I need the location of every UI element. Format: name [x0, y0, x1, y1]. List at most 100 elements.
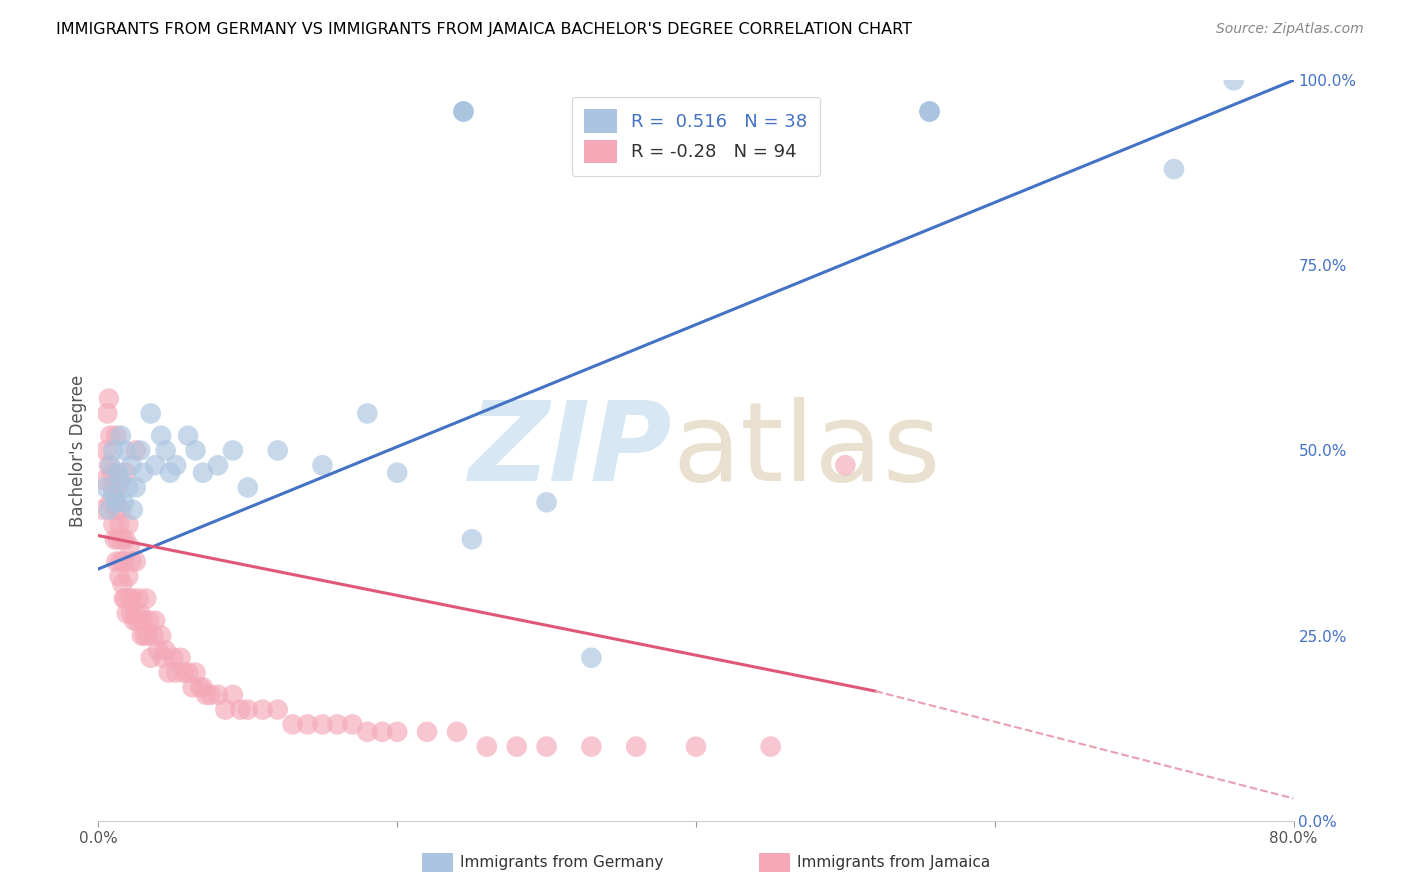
Point [162, 650, 184, 665]
Point [759, 739, 782, 754]
Point [110, 502, 132, 516]
Point [139, 650, 162, 665]
Point [536, 739, 558, 754]
Point [117, 569, 139, 583]
Point [281, 717, 304, 731]
Point [104, 495, 127, 509]
Point [117, 480, 139, 494]
Point [105, 495, 128, 509]
Point [148, 643, 170, 657]
Point [98, 495, 122, 509]
Point [104, 533, 127, 547]
Point [136, 628, 159, 642]
Point [536, 495, 558, 509]
Point [461, 533, 484, 547]
Point [267, 443, 290, 458]
Point [150, 428, 173, 442]
Point [94, 480, 117, 494]
Point [207, 688, 229, 702]
Point [138, 614, 160, 628]
Point [132, 466, 155, 480]
Point [475, 739, 498, 754]
Point [125, 607, 148, 621]
Point [107, 480, 129, 494]
Point [105, 428, 128, 442]
Point [385, 466, 409, 480]
Point [222, 688, 245, 702]
Point [342, 717, 364, 731]
Point [152, 650, 174, 665]
Point [165, 458, 187, 473]
Point [581, 650, 603, 665]
Text: Immigrants from Jamaica: Immigrants from Jamaica [797, 855, 990, 870]
Text: IMMIGRANTS FROM GERMANY VS IMMIGRANTS FROM JAMAICA BACHELOR'S DEGREE CORRELATION: IMMIGRANTS FROM GERMANY VS IMMIGRANTS FR… [56, 22, 912, 37]
Point [107, 533, 129, 547]
Point [120, 555, 142, 569]
Point [125, 555, 148, 569]
Point [371, 724, 394, 739]
Point [685, 739, 707, 754]
Point [155, 643, 177, 657]
Point [326, 717, 349, 731]
Point [139, 407, 162, 421]
Point [506, 739, 529, 754]
Point [252, 703, 274, 717]
Point [118, 540, 141, 554]
Point [155, 443, 177, 458]
Point [177, 428, 200, 442]
Point [112, 591, 135, 606]
Point [112, 555, 135, 569]
Point [229, 703, 252, 717]
Point [236, 703, 259, 717]
Point [107, 466, 129, 480]
Point [120, 458, 142, 473]
Point [105, 502, 128, 516]
Point [165, 665, 187, 680]
Point [114, 533, 136, 547]
Point [143, 614, 166, 628]
Point [311, 717, 333, 731]
Point [114, 466, 136, 480]
Point [101, 466, 124, 480]
Point [267, 703, 290, 717]
Y-axis label: Bachelor's Degree: Bachelor's Degree [69, 375, 87, 526]
Point [127, 614, 149, 628]
Point [416, 724, 439, 739]
Point [191, 681, 214, 695]
Point [91, 502, 114, 516]
Point [135, 591, 157, 606]
Point [1163, 162, 1185, 177]
Point [125, 443, 148, 458]
Point [128, 591, 150, 606]
Point [125, 480, 148, 494]
Point [626, 739, 648, 754]
Text: Immigrants from Germany: Immigrants from Germany [460, 855, 664, 870]
Point [118, 591, 141, 606]
Legend: R =  0.516   N = 38, R = -0.28   N = 94: R = 0.516 N = 38, R = -0.28 N = 94 [572, 96, 820, 176]
Point [195, 688, 218, 702]
Point [159, 466, 181, 480]
Point [110, 555, 132, 569]
Point [120, 607, 142, 621]
Point [191, 466, 214, 480]
Point [117, 517, 139, 532]
Point [143, 458, 166, 473]
Point [112, 495, 135, 509]
Point [103, 488, 125, 502]
Point [129, 443, 152, 458]
Point [115, 607, 138, 621]
Point [581, 739, 603, 754]
Point [311, 458, 333, 473]
Point [103, 517, 125, 532]
Point [93, 473, 115, 487]
Point [105, 555, 128, 569]
Point [132, 614, 155, 628]
Point [124, 614, 146, 628]
Point [121, 591, 143, 606]
Point [184, 665, 207, 680]
Point [184, 443, 207, 458]
Point [98, 458, 122, 473]
Point [173, 665, 195, 680]
Point [110, 473, 132, 487]
Point [157, 665, 180, 680]
